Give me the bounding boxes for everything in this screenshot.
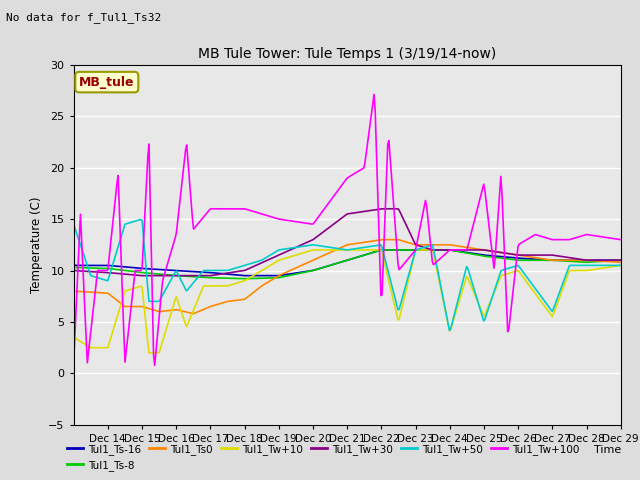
Title: MB Tule Tower: Tule Temps 1 (3/19/14-now): MB Tule Tower: Tule Temps 1 (3/19/14-now…: [198, 47, 497, 61]
Y-axis label: Temperature (C): Temperature (C): [29, 196, 43, 293]
Text: No data for f_Tul1_Ts32: No data for f_Tul1_Ts32: [6, 12, 162, 23]
Text: MB_tule: MB_tule: [79, 76, 134, 89]
Text: Time: Time: [593, 445, 621, 456]
Legend: Tul1_Ts-16, Tul1_Ts-8, Tul1_Ts0, Tul1_Tw+10, Tul1_Tw+30, Tul1_Tw+50, Tul1_Tw+100: Tul1_Ts-16, Tul1_Ts-8, Tul1_Ts0, Tul1_Tw…: [63, 439, 584, 475]
